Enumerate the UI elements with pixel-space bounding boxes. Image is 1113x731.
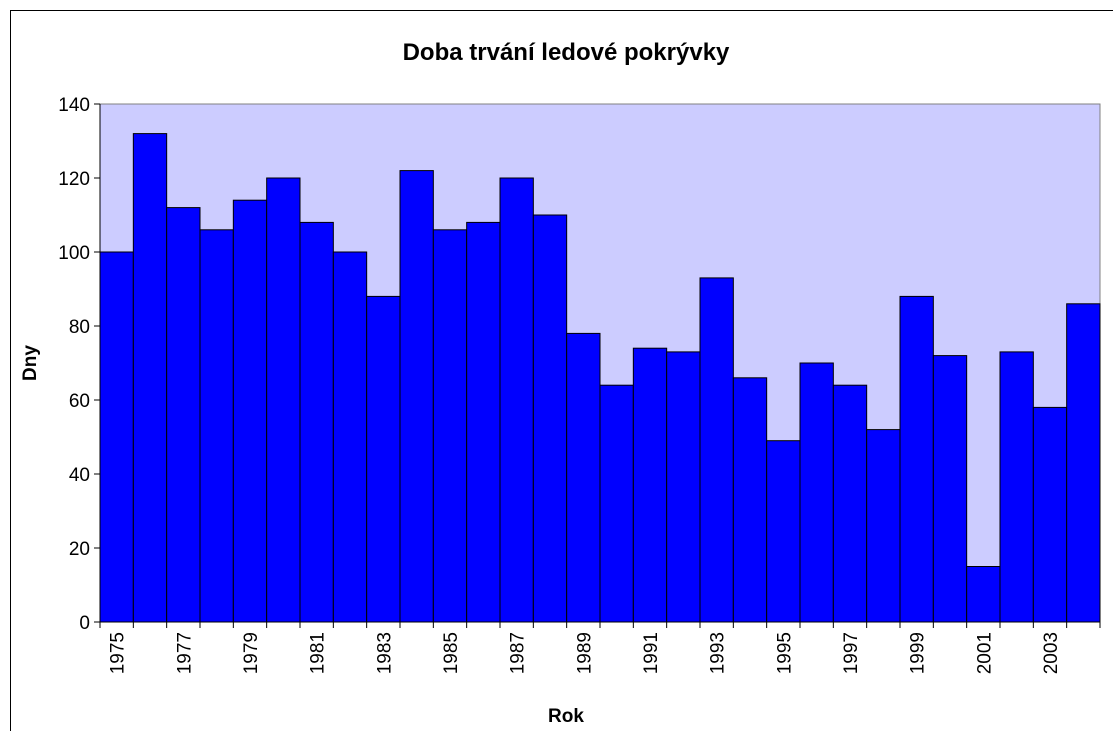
y-tick-label: 40 <box>69 465 90 486</box>
x-tick-label: 1981 <box>308 632 329 674</box>
bar <box>499 177 534 623</box>
bar <box>599 384 634 623</box>
y-tick-label: 80 <box>69 317 90 338</box>
x-tick-label: 2003 <box>1041 632 1062 674</box>
y-tick-label: 140 <box>58 95 90 116</box>
x-tick-label: 1975 <box>108 632 129 674</box>
bar <box>99 251 134 623</box>
bar <box>166 207 201 623</box>
x-tick-label: 2001 <box>974 632 995 674</box>
y-tick-label: 60 <box>69 391 90 412</box>
bar <box>566 332 601 623</box>
bar <box>132 133 168 623</box>
bar <box>299 221 334 623</box>
bar <box>999 351 1034 623</box>
y-tick-label: 20 <box>69 539 90 560</box>
bar <box>799 362 834 623</box>
x-tick-label: 1987 <box>508 632 529 674</box>
bar <box>699 277 734 623</box>
chart-title: Doba trvání ledové pokrývky <box>403 39 730 66</box>
bar <box>399 170 434 623</box>
bar <box>332 251 368 623</box>
bar <box>632 347 668 623</box>
x-tick-label: 1983 <box>374 632 395 674</box>
y-tick-label: 100 <box>58 243 90 264</box>
bar <box>732 377 768 623</box>
bar <box>1032 406 1068 623</box>
y-tick-label: 0 <box>79 613 90 634</box>
x-tick-label: 1999 <box>908 632 929 674</box>
x-axis-title: Rok <box>548 706 584 727</box>
x-tick-label: 1985 <box>441 632 462 674</box>
bar <box>1066 303 1101 623</box>
bar <box>832 384 868 623</box>
bar <box>266 177 301 623</box>
bar <box>866 429 901 623</box>
bar <box>366 295 401 623</box>
x-tick-label: 1993 <box>708 632 729 674</box>
x-tick-label: 1977 <box>174 632 195 674</box>
x-tick-label: 1979 <box>241 632 262 674</box>
bar <box>666 351 701 623</box>
bar <box>466 221 501 623</box>
x-tick-label: 1995 <box>774 632 795 674</box>
bar <box>932 355 968 623</box>
bar <box>432 229 468 623</box>
x-tick-label: 1991 <box>641 632 662 674</box>
bar <box>899 295 934 623</box>
y-tick-label: 120 <box>58 169 90 190</box>
bar <box>966 566 1001 623</box>
bar <box>766 440 801 623</box>
bar <box>532 214 568 623</box>
x-tick-label: 1997 <box>841 632 862 674</box>
x-tick-label: 1989 <box>574 632 595 674</box>
bar <box>199 229 234 623</box>
y-axis-title: Dny <box>20 345 41 381</box>
bar <box>232 199 268 623</box>
